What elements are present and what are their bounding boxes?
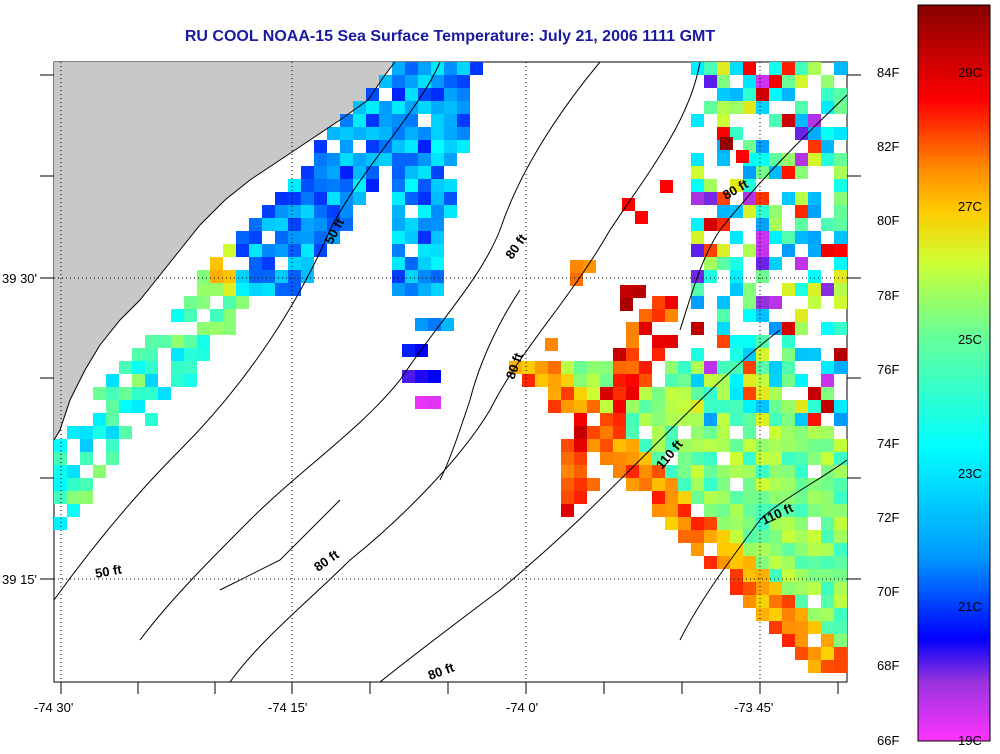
colorbar-f-label: 76F <box>877 362 900 377</box>
x-tick-label: -74 30' <box>34 700 73 715</box>
y-tick-label: 39 15' <box>2 572 37 587</box>
contour-80ft-b <box>229 62 701 682</box>
contour-shoal-2 <box>219 499 341 591</box>
colorbar-f-label: 82F <box>877 139 900 154</box>
colorbar-f-label: 74F <box>877 436 900 451</box>
coastline <box>54 62 396 441</box>
tick-marks <box>40 74 861 694</box>
contour-80ft-a <box>139 62 601 641</box>
colorbar-f-label: 84F <box>877 65 900 80</box>
colorbar-f-label: 70F <box>877 584 900 599</box>
x-tick-label: -74 0' <box>506 700 538 715</box>
colorbar-f-label: 78F <box>877 288 900 303</box>
colorbar-f-label: 68F <box>877 658 900 673</box>
contour-50ft <box>54 62 441 601</box>
x-tick-label: -73 45' <box>734 700 773 715</box>
contour-110ft-a <box>379 329 781 682</box>
y-tick-label: 39 30' <box>2 271 37 286</box>
colorbar-f-label: 72F <box>877 510 900 525</box>
graticule <box>54 62 847 682</box>
contour-110ft-b <box>679 459 847 641</box>
contour-label: 50 ft <box>94 561 124 581</box>
colorbar-f-label: 80F <box>877 213 900 228</box>
contour-80ft-c <box>679 94 847 331</box>
contour-shoal-1 <box>439 289 521 481</box>
colorbar-c-label: 25C <box>958 332 982 347</box>
x-tick-label: -74 15' <box>268 700 307 715</box>
colorbar-f-label: 66F <box>877 733 900 748</box>
colorbar-c-label: 21C <box>958 599 982 614</box>
colorbar <box>917 4 991 742</box>
colorbar-c-label: 27C <box>958 199 982 214</box>
map-title: RU COOL NOAA-15 Sea Surface Temperature:… <box>184 28 716 45</box>
colorbar-c-label: 19C <box>958 733 982 748</box>
colorbar-c-label: 29C <box>958 65 982 80</box>
bathymetry-contours <box>54 62 847 682</box>
colorbar-c-label: 23C <box>958 466 982 481</box>
land-area <box>54 62 395 440</box>
